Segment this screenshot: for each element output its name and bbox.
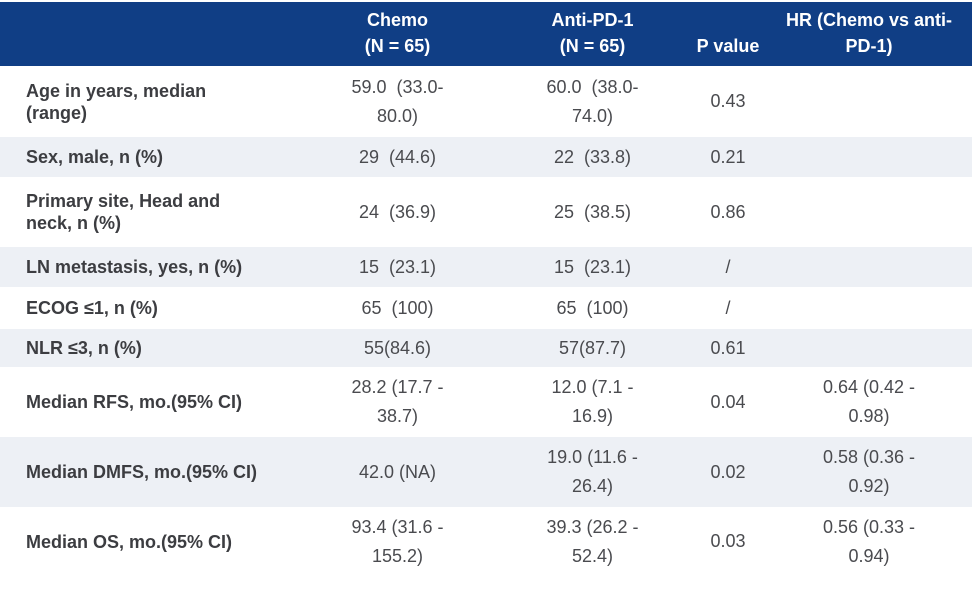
row-median-os: Median OS, mo.(95% CI) 93.4 (31.6 - 155.… (0, 507, 972, 588)
cell-p-value: 0.02 (710, 461, 746, 482)
cell-anti-pd1: 65 (100) (556, 297, 629, 318)
cell-chemo: 29 (44.6) (358, 146, 437, 167)
cell-label: NLR ≤3, n (%) (26, 338, 142, 358)
cell-p-value: 0.03 (710, 531, 746, 551)
cell-p-value: 0.43 (710, 91, 746, 111)
cell-p-value: / (725, 256, 731, 277)
row-ln-metastasis: LN metastasis, yes, n (%) 15 (23.1) 15 (… (0, 247, 972, 287)
cell-label: ECOG ≤1, n (%) (26, 298, 158, 318)
header-cell-label (0, 59, 300, 66)
header-cell-hr: HR (Chemo vs anti- PD-1) (785, 10, 953, 56)
cell-p-value: 0.61 (710, 337, 746, 358)
cell-hr: 0.64 (0.42 - 0.98) (822, 377, 916, 426)
cell-anti-pd1: 39.3 (26.2 - 52.4) (546, 516, 639, 566)
cell-anti-pd1: 25 (38.5) (553, 201, 632, 222)
cell-label: Sex, male, n (%) (26, 147, 164, 167)
cell-p-value: 0.86 (710, 201, 746, 222)
cell-p-value: 0.21 (710, 146, 746, 167)
cell-chemo: 59.0 (33.0- 80.0) (351, 76, 444, 126)
cell-label: Age in years, median (range) (26, 80, 207, 123)
cell-label: LN metastasis, yes, n (%) (26, 257, 243, 277)
cell-chemo: 93.4 (31.6 - 155.2) (351, 516, 444, 566)
row-nlr: NLR ≤3, n (%) 55(84.6) 57(87.7) 0.61 (0, 329, 972, 367)
row-median-dmfs: Median DMFS, mo.(95% CI) 42.0 (NA) 19.0 … (0, 437, 972, 507)
cell-label: Median RFS, mo.(95% CI) (26, 392, 243, 412)
cell-anti-pd1: 22 (33.8) (553, 146, 632, 167)
row-ecog: ECOG ≤1, n (%) 65 (100) 65 (100) / (0, 287, 972, 329)
cell-hr: 0.58 (0.36 - 0.92) (822, 447, 916, 496)
cell-anti-pd1: 60.0 (38.0- 74.0) (546, 76, 639, 126)
cell-chemo: 24 (36.9) (358, 201, 437, 222)
cell-label: Primary site, Head and neck, n (%) (26, 191, 221, 233)
cell-p-value: / (725, 297, 731, 318)
cell-p-value: 0.04 (710, 391, 746, 412)
cell-chemo: 65 (100) (361, 297, 434, 318)
header-cell-anti-pd1: Anti-PD-1 (N = 65) (551, 10, 634, 56)
cell-anti-pd1: 15 (23.1) (553, 256, 632, 277)
cell-anti-pd1: 12.0 (7.1 - 16.9) (551, 377, 634, 426)
cell-label: Median DMFS, mo.(95% CI) (26, 462, 258, 482)
row-sex-male: Sex, male, n (%) 29 (44.6) 22 (33.8) 0.2… (0, 137, 972, 177)
cell-chemo: 55(84.6) (363, 337, 432, 358)
header-cell-p-value: P value (696, 36, 760, 56)
cell-chemo: 42.0 (NA) (358, 461, 437, 482)
cell-anti-pd1: 19.0 (11.6 - 26.4) (547, 447, 638, 496)
row-median-rfs: Median RFS, mo.(95% CI) 28.2 (17.7 - 38.… (0, 367, 972, 437)
cell-hr: 0.56 (0.33 - 0.94) (822, 516, 916, 566)
header-cell-chemo: Chemo (N = 65) (364, 10, 431, 56)
table-header-row: Chemo (N = 65) Anti-PD-1 (N = 65) P valu… (0, 2, 972, 66)
cell-anti-pd1: 57(87.7) (558, 337, 627, 358)
row-primary-site-head-neck: Primary site, Head and neck, n (%) 24 (3… (0, 177, 972, 247)
cell-chemo: 15 (23.1) (358, 256, 437, 277)
row-age-median-range: Age in years, median (range) 59.0 (33.0-… (0, 66, 972, 137)
cell-label: Median OS, mo.(95% CI) (26, 531, 233, 552)
cell-chemo: 28.2 (17.7 - 38.7) (351, 377, 444, 426)
